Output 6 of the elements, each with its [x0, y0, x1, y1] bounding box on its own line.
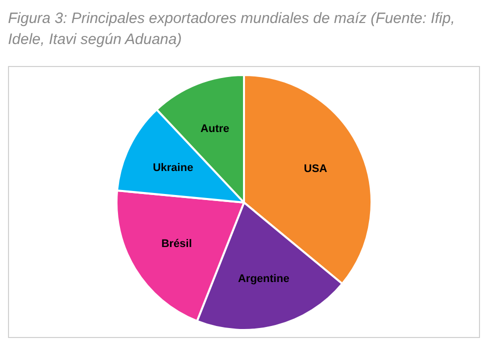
slice-label: Argentine [238, 272, 290, 285]
slice-label: Ukraine [152, 161, 194, 174]
chart-title: Figura 3: Principales exportadores mundiales de maíz (Fuente: Ifip, Idele, Itavi según Aduana) [8, 9, 456, 50]
slice-label: Autre [200, 122, 230, 135]
slice-label: Brésil [161, 237, 192, 250]
slice-label: USA [304, 162, 328, 174]
